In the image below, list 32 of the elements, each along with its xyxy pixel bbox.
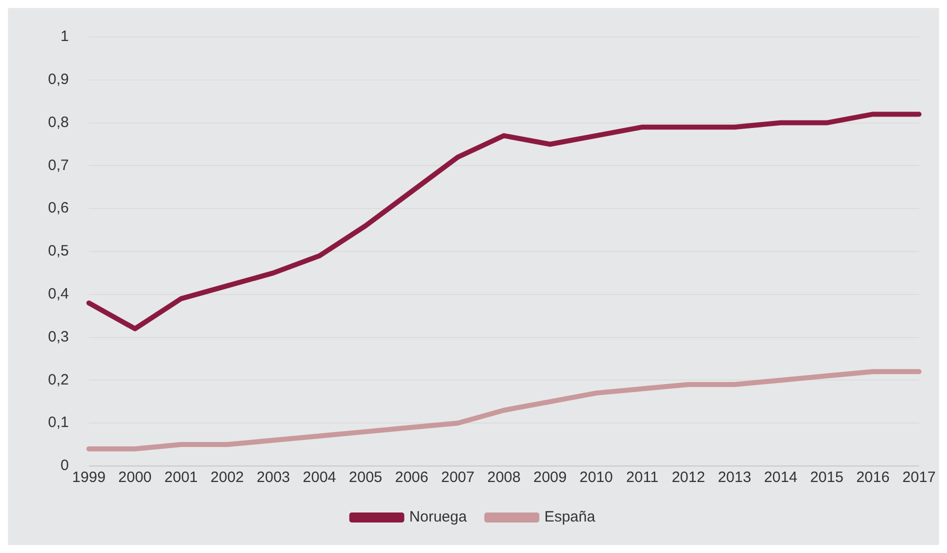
x-tick-label: 2004 bbox=[302, 469, 336, 486]
x-tick-label: 2014 bbox=[764, 469, 798, 486]
x-tick-label: 2008 bbox=[487, 469, 521, 486]
y-tick-label: 0,6 bbox=[48, 200, 69, 217]
y-tick-label: 0,1 bbox=[48, 414, 69, 432]
legend-label: Noruega bbox=[409, 508, 468, 526]
x-tick-label: 2007 bbox=[441, 469, 474, 486]
y-tick-label: 0,8 bbox=[48, 114, 69, 131]
x-tick-label: 2003 bbox=[256, 469, 290, 486]
x-tick-label: 2011 bbox=[626, 469, 658, 486]
x-tick-label: 2016 bbox=[856, 469, 890, 486]
x-tick-label: 2000 bbox=[118, 469, 152, 486]
legend-label: España bbox=[544, 508, 596, 526]
x-tick-label: 1999 bbox=[72, 469, 106, 486]
x-tick-label: 2002 bbox=[210, 469, 244, 486]
x-tick-label: 2013 bbox=[718, 469, 752, 486]
y-tick-label: 0,3 bbox=[48, 328, 69, 346]
x-tick-label: 2012 bbox=[672, 469, 706, 486]
y-tick-label: 0,5 bbox=[48, 242, 69, 260]
x-tick-label: 2001 bbox=[164, 469, 198, 486]
x-tick-label: 2006 bbox=[395, 469, 428, 486]
y-tick-label: 0 bbox=[60, 457, 69, 474]
y-tick-label: 0,2 bbox=[48, 371, 69, 388]
x-tick-label: 2017 bbox=[902, 469, 936, 486]
y-tick-label: 0,9 bbox=[48, 71, 69, 88]
x-tick-label: 2015 bbox=[810, 469, 844, 486]
x-tick-label: 2010 bbox=[579, 469, 613, 486]
y-tick-label: 0,7 bbox=[48, 156, 69, 174]
x-tick-label: 2009 bbox=[533, 469, 567, 486]
x-tick-label: 2005 bbox=[348, 469, 382, 486]
y-tick-label: 0,4 bbox=[48, 286, 69, 303]
y-tick-label: 1 bbox=[60, 28, 69, 46]
